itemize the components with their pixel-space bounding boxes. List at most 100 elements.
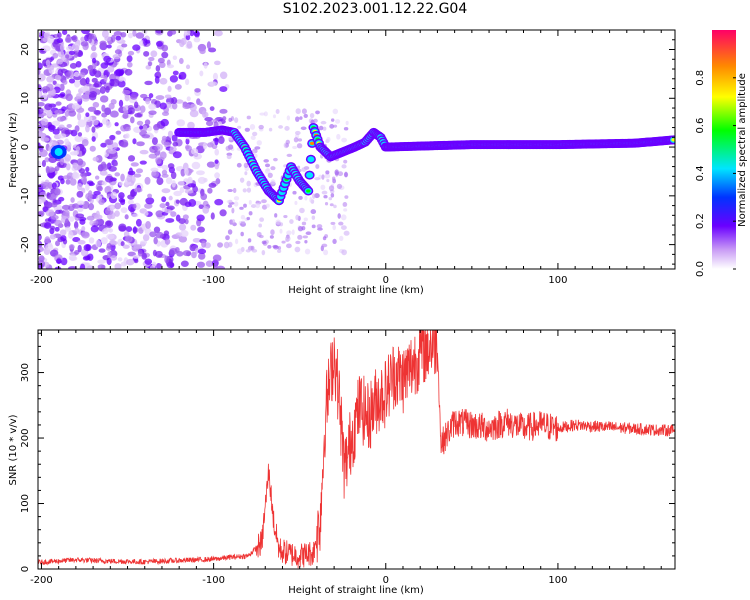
heatmap-cell	[50, 202, 58, 208]
heatmap-cell	[139, 149, 149, 155]
heatmap-cell	[144, 258, 153, 265]
heatmap-cell	[77, 119, 87, 128]
heatmap-cell	[126, 55, 133, 63]
heatmap-cell	[226, 154, 232, 160]
heatmap-cell	[312, 193, 316, 199]
heatmap-cell	[81, 231, 90, 239]
heatmap-cell	[120, 261, 127, 267]
spectrogram-y-tick-label: 20	[20, 43, 31, 56]
heatmap-cell	[261, 240, 267, 245]
heatmap-cell	[125, 226, 133, 233]
heatmap-cell	[45, 209, 55, 217]
heatmap-cell	[219, 86, 228, 93]
heatmap-cell	[334, 169, 339, 176]
snr-y-tick-label: 200	[20, 428, 31, 447]
heatmap-cell	[106, 243, 112, 249]
heatmap-cell	[78, 72, 86, 78]
heatmap-cell	[179, 186, 185, 193]
heatmap-cell	[192, 237, 202, 243]
heatmap-cell	[234, 238, 239, 245]
heatmap-cell	[160, 118, 169, 127]
heatmap-cell	[212, 72, 219, 81]
heatmap-cell	[301, 221, 307, 226]
heatmap-cell	[74, 135, 84, 143]
heatmap-cell	[326, 136, 331, 142]
heatmap-cell	[304, 195, 308, 201]
heatmap-cell	[80, 41, 89, 47]
heatmap-cell	[81, 204, 89, 210]
heatmap-cell	[246, 115, 251, 120]
heatmap-cell	[172, 70, 179, 76]
heatmap-cell	[332, 224, 337, 231]
heatmap-cell	[292, 190, 297, 195]
snr-y-tick-label: 300	[20, 363, 31, 382]
heatmap-cell	[297, 165, 301, 170]
heatmap-cell	[52, 80, 57, 86]
heatmap-cell	[175, 199, 180, 204]
heatmap-cell	[81, 150, 86, 156]
heatmap-cell	[184, 167, 189, 176]
heatmap-cell	[180, 260, 189, 267]
heatmap-cell	[41, 86, 51, 93]
heatmap-cell	[227, 241, 233, 248]
heatmap-cell	[127, 50, 135, 56]
heatmap-cell	[155, 65, 161, 72]
heatmap-cell	[99, 40, 107, 46]
heatmap-ridge	[307, 156, 315, 163]
heatmap-cell	[173, 190, 182, 197]
heatmap-cell	[81, 175, 87, 184]
heatmap-cell	[54, 166, 60, 172]
heatmap-cell	[63, 209, 70, 217]
heatmap-cell	[171, 134, 178, 142]
heatmap-cell	[118, 223, 127, 232]
heatmap-cell	[43, 32, 51, 39]
heatmap-cell	[66, 123, 72, 128]
heatmap-cell	[38, 199, 43, 205]
heatmap-cell	[136, 141, 145, 147]
heatmap-cell	[127, 61, 133, 68]
heatmap-cell	[242, 188, 247, 193]
heatmap-cell	[153, 124, 160, 131]
heatmap-cell	[277, 249, 282, 253]
spectrogram-y-axis-label: Frequency (Hz)	[8, 112, 19, 188]
heatmap-cell	[87, 35, 93, 44]
heatmap-cell	[59, 44, 65, 52]
heatmap-cell	[180, 37, 187, 46]
snr-x-tick-label: 100	[548, 575, 567, 586]
heatmap-cell	[161, 169, 168, 176]
heatmap-cell	[97, 259, 106, 264]
snr-x-tick-label: -200	[30, 575, 53, 586]
heatmap-cell	[202, 142, 207, 150]
heatmap-cell	[159, 203, 166, 209]
heatmap-cell	[341, 164, 347, 169]
heatmap-cell	[108, 165, 117, 172]
heatmap-cell	[68, 266, 77, 269]
heatmap-cell	[151, 137, 158, 146]
heatmap-cell	[180, 230, 189, 238]
heatmap-cell	[122, 89, 131, 95]
heatmap-cell	[191, 251, 197, 259]
heatmap-cell	[267, 172, 273, 178]
heatmap-cell	[94, 175, 100, 180]
heatmap-cell	[125, 133, 130, 139]
heatmap-cell	[85, 112, 90, 118]
heatmap-cell	[291, 229, 295, 236]
heatmap-cell	[286, 153, 293, 158]
heatmap-cell	[140, 105, 146, 113]
heatmap-cell	[114, 172, 121, 177]
heatmap-cell	[81, 226, 86, 232]
spectrogram-x-tick-label: 100	[548, 275, 567, 286]
heatmap-cell	[127, 107, 135, 115]
heatmap-cell	[185, 64, 191, 70]
heatmap-cell	[240, 214, 246, 220]
heatmap-cell	[96, 185, 103, 192]
heatmap-cell	[247, 238, 252, 243]
heatmap-cell	[329, 124, 335, 129]
heatmap-cell	[89, 83, 94, 92]
heatmap-cell	[57, 32, 62, 39]
heatmap-cell	[179, 197, 188, 206]
heatmap-cell	[139, 93, 148, 99]
heatmap-cell	[105, 139, 114, 146]
heatmap-cell	[45, 59, 51, 67]
heatmap-cell	[167, 130, 174, 138]
